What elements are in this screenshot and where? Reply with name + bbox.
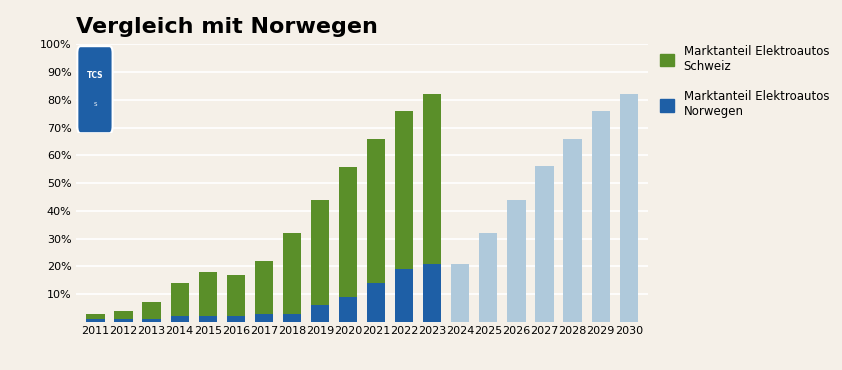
Bar (339, 166, 357, 297)
Bar (226, 316, 245, 322)
Bar (255, 261, 273, 314)
Bar (508, 200, 525, 322)
Bar (87, 314, 104, 319)
Bar (451, 263, 470, 322)
Bar (115, 319, 133, 322)
Text: Vergleich mit Norwegen: Vergleich mit Norwegen (76, 17, 378, 37)
Bar (311, 200, 329, 305)
Bar (87, 319, 104, 322)
Bar (283, 314, 301, 322)
Bar (367, 139, 386, 283)
Bar (620, 94, 638, 322)
Bar (115, 311, 133, 319)
Text: TCS: TCS (87, 71, 104, 80)
Bar (142, 303, 161, 319)
Bar (226, 275, 245, 316)
Text: S: S (93, 102, 97, 107)
Bar (199, 316, 217, 322)
Bar (424, 94, 441, 263)
Bar (563, 139, 582, 322)
Bar (424, 263, 441, 322)
Legend: Marktanteil Elektroautos
Schweiz, Marktanteil Elektroautos
Norwegen: Marktanteil Elektroautos Schweiz, Markta… (660, 45, 829, 118)
Bar (311, 305, 329, 322)
Bar (395, 269, 413, 322)
Bar (283, 233, 301, 314)
Bar (199, 272, 217, 316)
Bar (339, 297, 357, 322)
Bar (142, 319, 161, 322)
Bar (479, 233, 498, 322)
Bar (171, 283, 189, 316)
Bar (171, 316, 189, 322)
Bar (255, 314, 273, 322)
Bar (395, 111, 413, 269)
FancyBboxPatch shape (77, 46, 113, 133)
Bar (592, 111, 610, 322)
Bar (367, 283, 386, 322)
Bar (536, 166, 554, 322)
